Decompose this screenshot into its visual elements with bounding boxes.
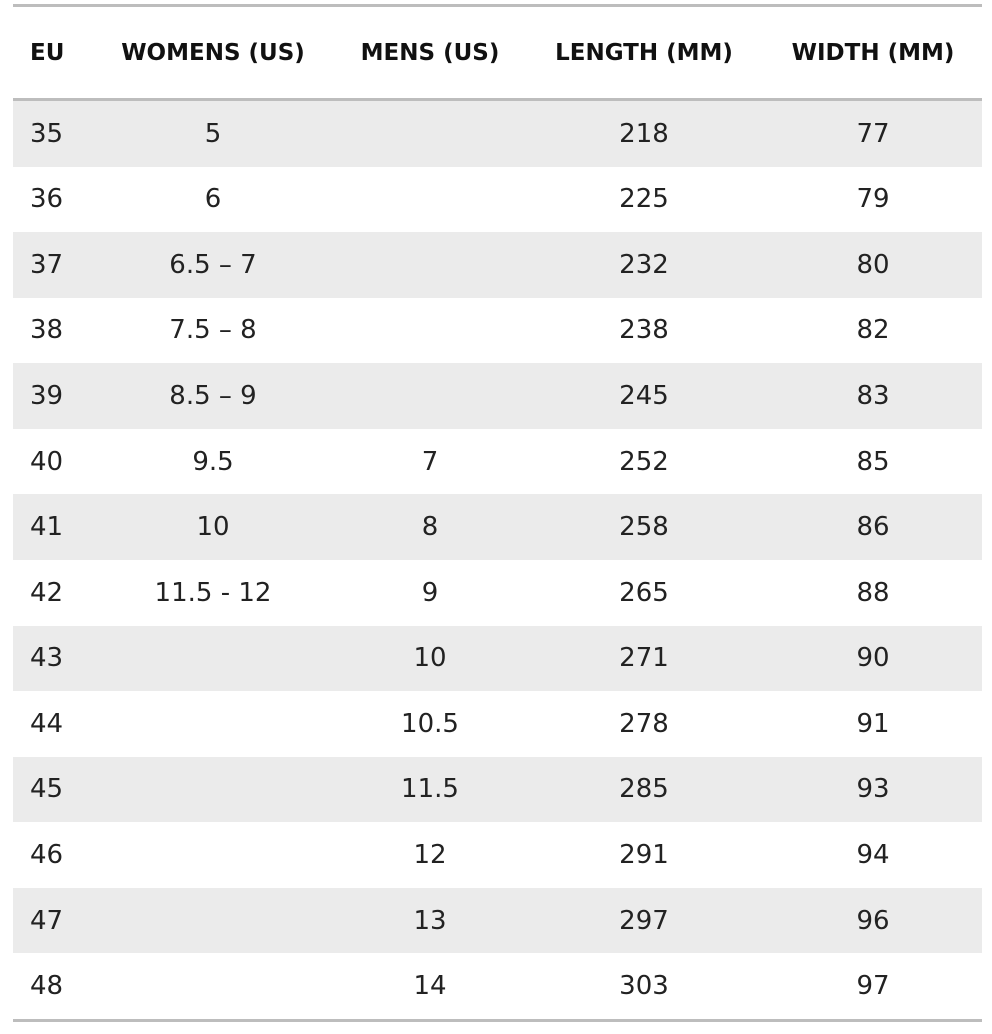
bottom-border bbox=[13, 1019, 982, 1022]
table-cell: 79 bbox=[856, 184, 890, 215]
table-cell: 96 bbox=[856, 905, 890, 936]
table-cell: 8 bbox=[421, 512, 439, 543]
table-cell: 252 bbox=[619, 446, 669, 477]
table-row: 41 10 8 258 86 bbox=[13, 494, 982, 560]
header-cell: LENGTH (MM) bbox=[555, 39, 733, 66]
table-row: 35 5 218 77 bbox=[13, 101, 982, 167]
header-divider bbox=[13, 98, 982, 101]
table-cell: 8.5 – 9 bbox=[169, 381, 257, 412]
table-cell: 232 bbox=[619, 249, 669, 280]
table-cell: 44 bbox=[30, 708, 64, 739]
table-cell: 77 bbox=[856, 118, 890, 149]
table-cell: 9 bbox=[421, 577, 439, 608]
table-cell: 85 bbox=[856, 446, 890, 477]
table-cell: 238 bbox=[619, 315, 669, 346]
table-cell: 10 bbox=[413, 643, 447, 674]
header-cell: WIDTH (MM) bbox=[791, 39, 955, 66]
table-cell: 39 bbox=[30, 381, 64, 412]
table-cell: 35 bbox=[30, 118, 64, 149]
table-row: 36 6 225 79 bbox=[13, 167, 982, 233]
table-cell: 271 bbox=[619, 643, 669, 674]
table-cell: 6.5 – 7 bbox=[169, 249, 257, 280]
table-cell: 91 bbox=[856, 708, 890, 739]
table-cell: 82 bbox=[856, 315, 890, 346]
table-cell: 14 bbox=[413, 971, 447, 1002]
table-cell: 6 bbox=[204, 184, 222, 215]
table-cell: 88 bbox=[856, 577, 890, 608]
header-cell: WOMENS (US) bbox=[121, 39, 305, 66]
table-row: 38 7.5 – 8 238 82 bbox=[13, 298, 982, 364]
table-cell: 11.5 bbox=[401, 774, 459, 805]
table-cell: 86 bbox=[856, 512, 890, 543]
table-cell: 7 bbox=[421, 446, 439, 477]
table-cell: 48 bbox=[30, 971, 64, 1002]
header-cell: EU bbox=[30, 39, 65, 66]
table-cell: 83 bbox=[856, 381, 890, 412]
table-cell: 13 bbox=[413, 905, 447, 936]
table-cell: 218 bbox=[619, 118, 669, 149]
header-cell: MENS (US) bbox=[360, 39, 500, 66]
table-cell: 9.5 bbox=[192, 446, 234, 477]
table-cell: 36 bbox=[30, 184, 64, 215]
table-cell: 245 bbox=[619, 381, 669, 412]
table-cell: 46 bbox=[30, 840, 64, 871]
table-cell: 291 bbox=[619, 840, 669, 871]
table-row: 44 10.5 278 91 bbox=[13, 691, 982, 757]
table-cell: 93 bbox=[856, 774, 890, 805]
table-cell: 297 bbox=[619, 905, 669, 936]
table-cell: 10.5 bbox=[401, 708, 459, 739]
table-row: 43 10 271 90 bbox=[13, 625, 982, 692]
table-row: 40 9.5 7 252 85 bbox=[13, 429, 982, 495]
table-cell: 303 bbox=[619, 971, 669, 1002]
table-cell: 278 bbox=[619, 708, 669, 739]
table-row: 42 11.5 - 12 9 265 88 bbox=[13, 560, 982, 626]
table-cell: 94 bbox=[856, 840, 890, 871]
table-cell: 12 bbox=[413, 840, 447, 871]
table-cell: 258 bbox=[619, 512, 669, 543]
table-cell: 37 bbox=[30, 249, 64, 280]
table-cell: 43 bbox=[30, 643, 64, 674]
table-row: 37 6.5 – 7 232 80 bbox=[13, 232, 982, 298]
table-row: 45 11.5 285 93 bbox=[13, 756, 982, 823]
table-cell: 285 bbox=[619, 774, 669, 805]
table-cell: 42 bbox=[30, 577, 64, 608]
table-cell: 11.5 - 12 bbox=[154, 577, 272, 608]
table-cell: 47 bbox=[30, 905, 64, 936]
table-row: 39 8.5 – 9 245 83 bbox=[13, 363, 982, 429]
header-row: EU WOMENS (US) MENS (US) LENGTH (MM) WIDTH (… bbox=[13, 5, 982, 100]
table-cell: 80 bbox=[856, 249, 890, 280]
table-cell: 90 bbox=[856, 643, 890, 674]
table-row: 46 12 291 94 bbox=[13, 822, 982, 888]
table-row: 48 14 303 97 bbox=[13, 953, 982, 1019]
table-cell: 40 bbox=[30, 446, 64, 477]
table-cell: 41 bbox=[30, 512, 64, 543]
top-border bbox=[13, 4, 982, 7]
table-cell: 5 bbox=[204, 118, 222, 149]
table-cell: 38 bbox=[30, 315, 64, 346]
table-cell: 265 bbox=[619, 577, 669, 608]
table-cell: 45 bbox=[30, 774, 64, 805]
table-cell: 225 bbox=[619, 184, 669, 215]
table-cell: 10 bbox=[196, 512, 230, 543]
table-cell: 97 bbox=[856, 971, 890, 1002]
table-cell: 7.5 – 8 bbox=[169, 315, 257, 346]
table-row: 47 13 297 96 bbox=[13, 887, 982, 954]
